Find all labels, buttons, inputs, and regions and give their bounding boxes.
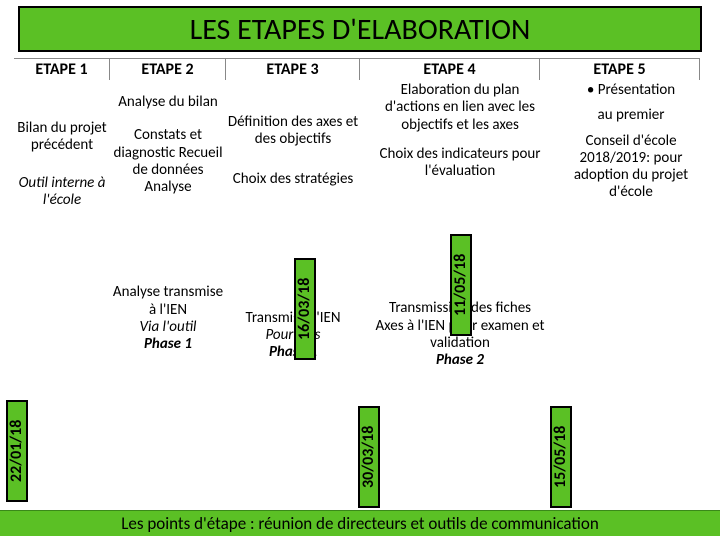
- col2-d: Via l'outil: [110, 319, 226, 336]
- header-etape5: ETAPE 5: [540, 58, 700, 80]
- date-tag-5: 15/05/18: [550, 406, 572, 508]
- col1-top: Bilan du projet précédent: [14, 120, 110, 155]
- col4-a: Elaboration du plan d'actions en lien av…: [374, 82, 546, 134]
- col3-c: Transmis à l'IEN: [226, 310, 360, 327]
- date-tag-2: 16/03/18: [294, 258, 316, 360]
- col3-d: Pour avis: [226, 327, 360, 344]
- footer: Les points d'étape : réunion de directeu…: [0, 510, 720, 536]
- col5-a: • Présentation: [554, 82, 708, 99]
- col1-italic: Outil interne à l'école: [14, 175, 110, 210]
- col4-b: Choix des indicateurs pour l'évaluation: [374, 146, 546, 181]
- date-tag-1: 22/01/18: [6, 400, 28, 502]
- col5-c: Conseil d'école 2018/2019: pour adoption…: [554, 133, 708, 202]
- date-tag-4: 11/05/18: [450, 234, 472, 336]
- header-etape2: ETAPE 2: [110, 58, 226, 80]
- header-row: ETAPE 1 ETAPE 2 ETAPE 3 ETAPE 4 ETAPE 5: [14, 58, 706, 80]
- date-tag-3: 30/03/18: [358, 406, 380, 508]
- header-etape3: ETAPE 3: [226, 58, 360, 80]
- header-etape1: ETAPE 1: [14, 58, 110, 80]
- col5-b: au premier: [554, 107, 708, 124]
- col3-b: Choix des stratégies: [226, 171, 360, 188]
- col3-a: Définition des axes et des objectifs: [226, 114, 360, 149]
- title-bar: LES ETAPES D'ELABORATION: [18, 6, 702, 52]
- col2-e: Phase 1: [110, 336, 226, 353]
- col4-e: Phase 2: [374, 352, 546, 369]
- col2-b: Constats et diagnostic Recueil de donnée…: [110, 127, 226, 196]
- page-title: LES ETAPES D'ELABORATION: [190, 11, 531, 48]
- header-etape4: ETAPE 4: [360, 58, 540, 80]
- col3-e: Phase 1: [226, 344, 360, 361]
- col1-body: Bilan du projet précédent Outil interne …: [14, 82, 110, 512]
- col5-body: • Présentation au premier Conseil d'écol…: [554, 82, 708, 512]
- col2-a: Analyse du bilan: [110, 94, 226, 111]
- col2-c: Analyse transmise à l'IEN: [110, 284, 226, 319]
- col2-body: Analyse du bilan Constats et diagnostic …: [110, 82, 226, 512]
- col3-body: Définition des axes et des objectifs Cho…: [226, 82, 360, 512]
